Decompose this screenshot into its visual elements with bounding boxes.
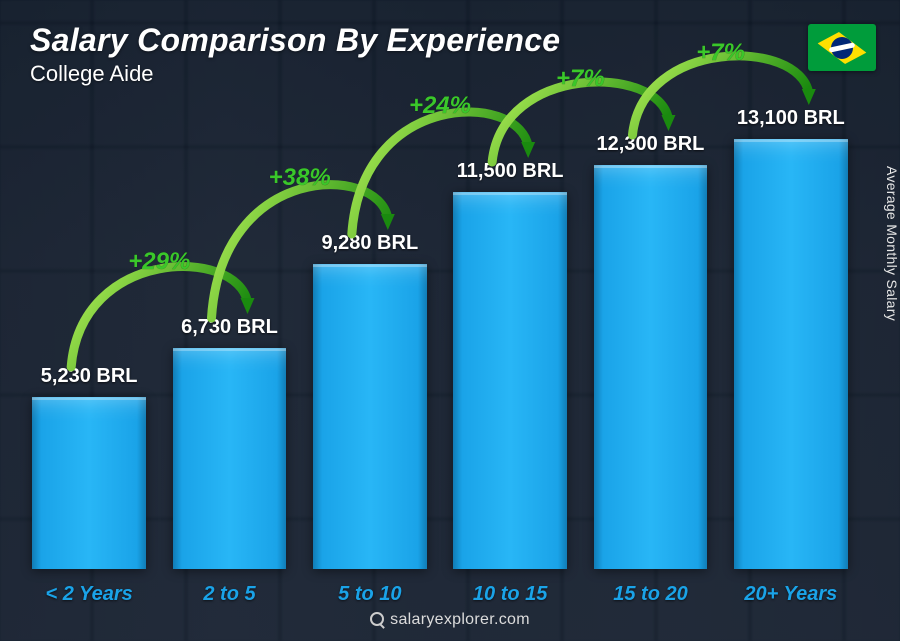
chart-subtitle: College Aide (30, 61, 560, 87)
bar-category-label: 2 to 5 (203, 583, 255, 606)
bar-column: 5,230 BRL< 2 Years (30, 99, 148, 569)
footer: salaryexplorer.com (0, 611, 900, 629)
bar-column: 6,730 BRL2 to 5 (170, 99, 288, 569)
bar-value-label: 12,300 BRL (597, 133, 705, 156)
bar: 5,230 BRL (32, 397, 146, 569)
bar: 6,730 BRL (173, 348, 287, 569)
bar: 12,300 BRL (594, 165, 708, 569)
bar-chart: 5,230 BRL< 2 Years6,730 BRL2 to 59,280 B… (30, 99, 850, 569)
bar: 13,100 BRL (734, 139, 848, 569)
y-axis-label: Average Monthly Salary (884, 166, 900, 321)
bar-category-label: 20+ Years (744, 583, 837, 606)
bar: 9,280 BRL (313, 264, 427, 569)
chart-stage: Salary Comparison By Experience College … (0, 0, 900, 641)
bar-column: 9,280 BRL5 to 10 (311, 99, 429, 569)
bar-value-label: 13,100 BRL (737, 107, 845, 130)
chart-title: Salary Comparison By Experience (30, 22, 560, 59)
bar-value-label: 9,280 BRL (321, 232, 418, 255)
bar-category-label: 5 to 10 (338, 583, 401, 606)
bar-category-label: 10 to 15 (473, 583, 547, 606)
country-flag-brazil (808, 24, 876, 71)
bar-value-label: 6,730 BRL (181, 316, 278, 339)
title-block: Salary Comparison By Experience College … (30, 22, 560, 87)
bar-column: 12,300 BRL15 to 20 (591, 99, 709, 569)
bar-column: 13,100 BRL20+ Years (732, 99, 850, 569)
bar-value-label: 5,230 BRL (41, 365, 138, 388)
footer-text: salaryexplorer.com (390, 611, 530, 628)
bar-category-label: 15 to 20 (613, 583, 687, 606)
bar-value-label: 11,500 BRL (457, 160, 564, 183)
bar: 11,500 BRL (453, 192, 567, 569)
magnifier-icon (370, 612, 384, 626)
bar-category-label: < 2 Years (46, 583, 133, 606)
bar-column: 11,500 BRL10 to 15 (451, 99, 569, 569)
